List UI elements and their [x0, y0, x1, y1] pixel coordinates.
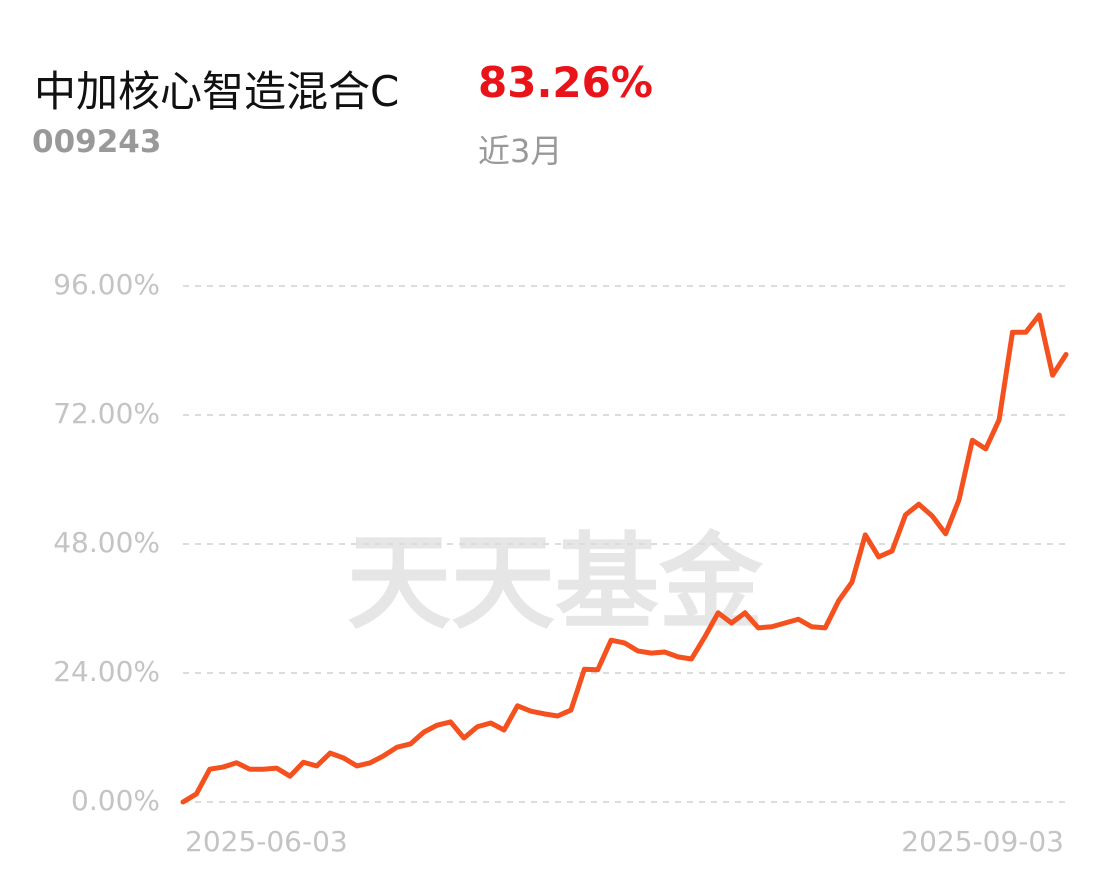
y-tick-label: 48.00% [53, 526, 160, 559]
y-tick-label: 72.00% [53, 397, 160, 430]
x-tick-label: 2025-09-03 [901, 825, 1064, 858]
y-tick-label: 0.00% [71, 784, 160, 817]
fund-return: 83.26% [478, 58, 653, 107]
y-tick-label: 24.00% [53, 655, 160, 688]
x-tick-label: 2025-06-03 [185, 825, 348, 858]
fund-name: 中加核心智造混合C [34, 67, 400, 116]
fund-code: 009243 [32, 124, 162, 160]
period: 近3月 [478, 132, 563, 170]
line [180, 312, 1069, 805]
y-tick-label: 96.00% [53, 268, 160, 301]
watermark: 天天基金 [347, 521, 764, 643]
